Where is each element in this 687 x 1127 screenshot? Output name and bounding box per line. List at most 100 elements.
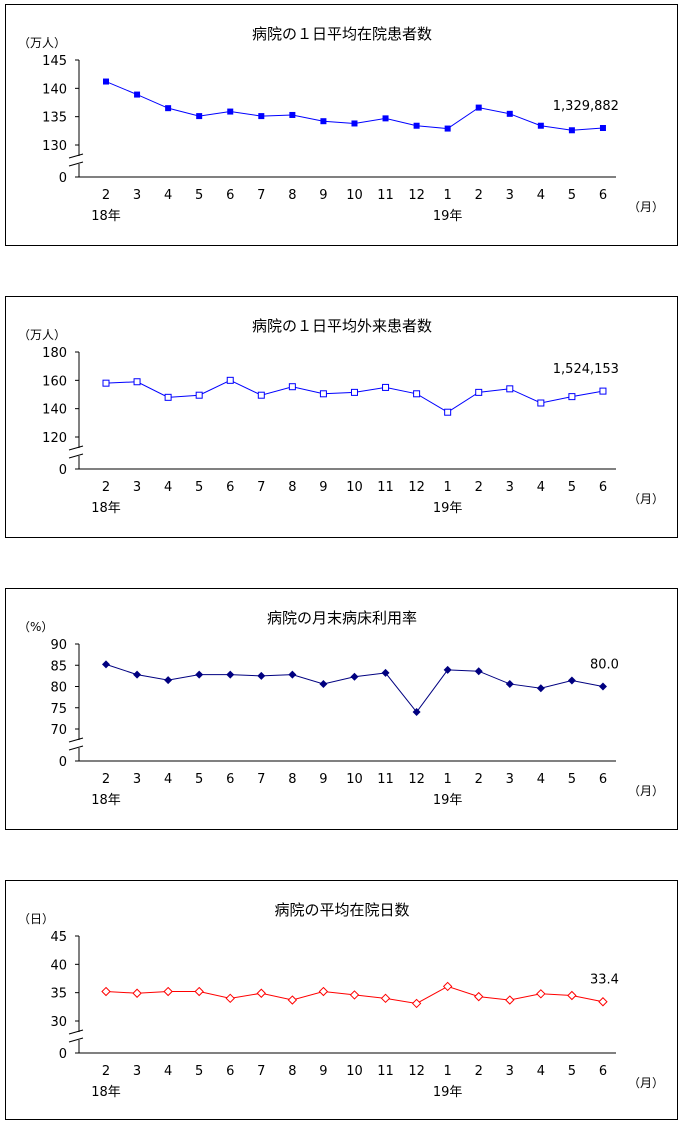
x-tick-label: 4 — [164, 188, 172, 203]
data-point — [288, 670, 297, 679]
x-tick-label: 10 — [346, 1064, 363, 1079]
x-tick-label: 2 — [475, 480, 483, 495]
data-point — [505, 995, 515, 1005]
data-point — [475, 104, 482, 111]
y-tick-label: 45 — [50, 930, 67, 945]
x-tick-label: 4 — [537, 1064, 545, 1079]
y-tick-label: 140 — [42, 403, 67, 418]
chart-title: 病院の月末病床利用率 — [267, 609, 417, 627]
data-point — [102, 660, 110, 669]
data-point — [505, 679, 514, 688]
data-point — [443, 665, 452, 674]
y-axis-label: （日） — [18, 912, 54, 926]
x-tick-label: 10 — [346, 188, 363, 203]
data-point — [567, 676, 576, 685]
data-point — [132, 988, 142, 998]
x-tick-label: 4 — [537, 188, 545, 203]
x-tick-label: 1 — [444, 1064, 452, 1079]
data-point — [599, 387, 607, 395]
data-point — [568, 393, 576, 401]
data-point — [257, 671, 266, 680]
y-tick-label-zero: 0 — [59, 755, 67, 770]
data-point — [320, 118, 327, 125]
data-point — [350, 388, 358, 396]
x-tick-label: 2 — [475, 1064, 483, 1079]
series-line — [105, 379, 604, 413]
x-tick-label: 6 — [226, 1064, 234, 1079]
data-point — [411, 998, 422, 1009]
y-axis-label: （万人） — [18, 328, 66, 342]
data-point — [101, 986, 111, 997]
x-tick-label: 4 — [537, 480, 545, 495]
x-tick-label: 5 — [568, 480, 576, 495]
data-point — [350, 672, 359, 681]
data-point — [164, 393, 172, 401]
x-tick-label: 6 — [226, 772, 234, 787]
x-tick-label: 3 — [506, 480, 514, 495]
axis-break-mark — [68, 445, 84, 451]
data-point — [103, 78, 109, 85]
x-tick-label: 12 — [408, 772, 425, 787]
x-tick-label: 6 — [599, 772, 607, 787]
x-tick-label: 3 — [133, 480, 141, 495]
x-tick-label: 3 — [133, 772, 141, 787]
x-tick-label: 9 — [319, 480, 327, 495]
x-tick-label: 5 — [195, 188, 203, 203]
x-tick-label: 10 — [346, 772, 363, 787]
x-tick-label: 7 — [257, 1064, 265, 1079]
x-tick-label: 3 — [506, 1064, 514, 1079]
x-tick-label: 5 — [568, 188, 576, 203]
y-tick-label: 80 — [50, 681, 67, 696]
y-tick-label: 135 — [42, 111, 67, 126]
x-tick-label: 10 — [346, 480, 363, 495]
x-tick-label: 4 — [164, 1064, 172, 1079]
x-tick-label: 9 — [319, 1064, 327, 1079]
data-point — [475, 388, 483, 396]
last-value-label: 80.0 — [590, 658, 619, 673]
year-label: 19年 — [433, 209, 463, 224]
axis-break-mark — [68, 737, 84, 743]
data-point — [382, 383, 390, 391]
chart-panel-inpatients: 病院の１日平均在院患者数 （万人） 130 135 140 145 0 2 3 4 5 6 7 8 9 10 1… — [5, 4, 678, 246]
data-point — [165, 105, 172, 112]
year-label: 19年 — [433, 501, 463, 516]
data-point — [226, 670, 235, 679]
year-label: 18年 — [91, 501, 121, 516]
x-tick-label: 2 — [102, 1064, 110, 1079]
axis-break-mark — [68, 153, 84, 159]
x-tick-label: 6 — [599, 480, 607, 495]
data-point — [598, 997, 608, 1007]
x-tick-label: 6 — [226, 188, 234, 203]
chart-panel-bed-occupancy: 病院の月末病床利用率 （%） 70 75 80 85 90 0 2 3 4 5 6 7 8 9 10 11 12 1 2… — [5, 588, 678, 830]
y-tick-label: 75 — [50, 702, 67, 717]
chart-panel-outpatients: 病院の１日平均外来患者数 （万人） 120 140 160 180 0 2 3 4 5 6 7 8 9 10 1… — [5, 296, 678, 538]
axis-break-mark — [68, 453, 84, 459]
x-tick-label: 11 — [377, 1064, 394, 1079]
data-point — [351, 120, 358, 127]
y-tick-label: 35 — [50, 987, 67, 1002]
y-tick-label-zero: 0 — [59, 463, 67, 478]
x-tick-label: 11 — [377, 772, 394, 787]
x-tick-label: 5 — [195, 772, 203, 787]
year-label: 18年 — [91, 1085, 121, 1100]
x-tick-label: 3 — [133, 1064, 141, 1079]
x-tick-label: 1 — [444, 188, 452, 203]
x-tick-label: 3 — [506, 772, 514, 787]
data-point — [318, 986, 329, 997]
chart-outpatients: 病院の１日平均外来患者数 （万人） 120 140 160 180 0 2 3 4 5 6 7 8 9 10 1… — [18, 317, 664, 516]
data-point — [257, 391, 265, 399]
x-tick-label: 8 — [288, 772, 296, 787]
data-point — [133, 378, 141, 386]
axis-break-mark — [68, 745, 84, 751]
year-label: 19年 — [433, 1085, 463, 1100]
x-tick-label: 12 — [408, 1064, 425, 1079]
chart-panel-average-stay: 病院の平均在院日数 （日） 30 35 40 45 0 2 3 4 5 6 7 8 9 10 11 12 1 2 3 4 5… — [5, 880, 678, 1120]
data-point — [319, 679, 328, 688]
data-point — [194, 986, 204, 997]
y-tick-label: 160 — [42, 374, 67, 389]
data-point — [195, 391, 203, 399]
y-axis-label: （万人） — [18, 36, 66, 50]
x-tick-label: 2 — [102, 772, 110, 787]
data-point — [537, 399, 545, 407]
